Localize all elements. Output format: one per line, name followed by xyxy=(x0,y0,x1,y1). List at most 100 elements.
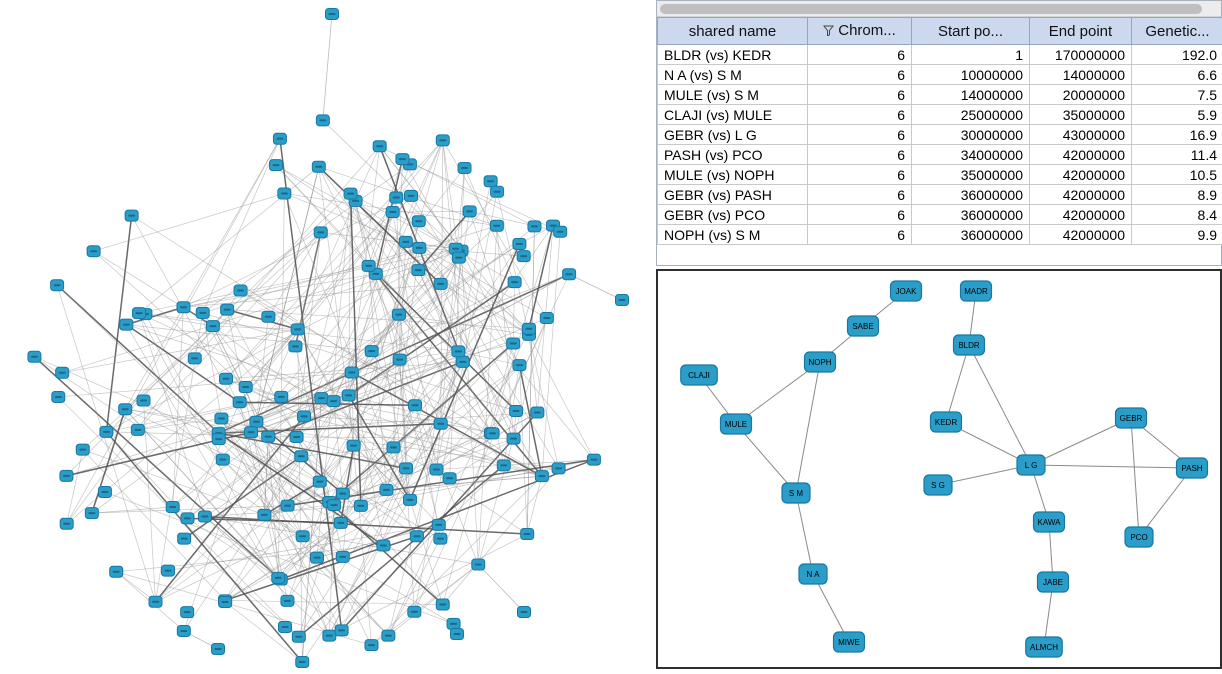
network-node-sabe[interactable]: SABE xyxy=(848,316,879,336)
network-node[interactable] xyxy=(443,473,456,484)
network-node[interactable] xyxy=(212,434,225,445)
network-node[interactable] xyxy=(296,531,309,542)
network-node[interactable] xyxy=(518,607,531,618)
network-node[interactable] xyxy=(149,596,162,607)
network-node[interactable] xyxy=(312,161,325,172)
network-node[interactable] xyxy=(517,251,530,262)
network-node[interactable] xyxy=(270,160,283,171)
network-node[interactable] xyxy=(328,500,341,511)
network-node[interactable] xyxy=(245,427,258,438)
network-node[interactable] xyxy=(486,428,499,439)
network-node[interactable] xyxy=(403,494,416,505)
network-node-madr[interactable]: MADR xyxy=(961,281,992,301)
network-node[interactable] xyxy=(365,346,378,357)
network-node[interactable] xyxy=(216,454,229,465)
network-node[interactable] xyxy=(463,206,476,217)
network-node[interactable] xyxy=(52,391,65,402)
network-node[interactable] xyxy=(386,207,399,218)
network-node[interactable] xyxy=(410,531,423,542)
network-node[interactable] xyxy=(345,367,358,378)
network-node[interactable] xyxy=(387,442,400,453)
network-node-miwe[interactable]: MIWE xyxy=(834,632,865,652)
network-node[interactable] xyxy=(215,413,228,424)
network-node[interactable] xyxy=(522,323,535,334)
network-node[interactable] xyxy=(408,606,421,617)
network-node[interactable] xyxy=(272,572,285,583)
network-node-noph[interactable]: NOPH xyxy=(805,352,836,372)
network-node[interactable] xyxy=(354,500,367,511)
network-node[interactable] xyxy=(219,596,232,607)
network-node[interactable] xyxy=(513,239,526,250)
network-node[interactable] xyxy=(451,629,464,640)
network-node[interactable] xyxy=(295,451,308,462)
network-node[interactable] xyxy=(396,154,409,165)
network-node[interactable] xyxy=(616,295,629,306)
network-node[interactable] xyxy=(432,519,445,530)
network-node[interactable] xyxy=(508,277,521,288)
network-node-gebr[interactable]: GEBR xyxy=(1116,408,1147,428)
network-node[interactable] xyxy=(587,454,600,465)
network-node[interactable] xyxy=(60,470,73,481)
network-node[interactable] xyxy=(76,444,89,455)
network-node[interactable] xyxy=(513,360,526,371)
network-node[interactable] xyxy=(540,313,553,324)
network-node[interactable] xyxy=(452,346,465,357)
network-node-n-a[interactable]: N A xyxy=(799,564,827,584)
network-node[interactable] xyxy=(336,488,349,499)
network-node[interactable] xyxy=(472,559,485,570)
network-node-l-g[interactable]: L G xyxy=(1017,455,1045,475)
network-node[interactable] xyxy=(110,566,123,577)
network-node[interactable] xyxy=(342,390,355,401)
network-node[interactable] xyxy=(206,321,219,332)
network-node[interactable] xyxy=(430,464,443,475)
network-node[interactable] xyxy=(262,311,275,322)
network-node[interactable] xyxy=(535,471,548,482)
network-node-s-m[interactable]: S M xyxy=(782,483,810,503)
network-node[interactable] xyxy=(531,407,544,418)
network-node[interactable] xyxy=(221,304,234,315)
network-node[interactable] xyxy=(296,656,309,667)
column-header-2[interactable]: Start po... xyxy=(912,18,1030,45)
network-node[interactable] xyxy=(336,551,349,562)
network-node[interactable] xyxy=(563,269,576,280)
network-node[interactable] xyxy=(458,162,471,173)
network-node[interactable] xyxy=(60,518,73,529)
network-node-kedr[interactable]: KEDR xyxy=(931,412,962,432)
network-node[interactable] xyxy=(258,509,271,520)
network-node-jabe[interactable]: JABE xyxy=(1038,572,1069,592)
network-node[interactable] xyxy=(434,533,447,544)
network-node[interactable] xyxy=(289,341,302,352)
network-node[interactable] xyxy=(278,188,291,199)
network-node[interactable] xyxy=(434,278,447,289)
network-node-pco[interactable]: PCO xyxy=(1125,527,1153,547)
network-node[interactable] xyxy=(392,309,405,320)
network-node[interactable] xyxy=(335,625,348,636)
network-node[interactable] xyxy=(497,460,510,471)
network-node-mule[interactable]: MULE xyxy=(721,414,752,434)
network-node-claji[interactable]: CLAJI xyxy=(681,365,718,385)
network-node[interactable] xyxy=(316,115,329,126)
network-node[interactable] xyxy=(313,476,326,487)
network-node[interactable] xyxy=(233,397,246,408)
network-node[interactable] xyxy=(137,395,150,406)
network-node[interactable] xyxy=(554,226,567,237)
network-node[interactable] xyxy=(177,302,190,313)
network-node[interactable] xyxy=(404,190,417,201)
network-node[interactable] xyxy=(28,351,41,362)
network-node[interactable] xyxy=(412,265,425,276)
network-node[interactable] xyxy=(275,391,288,402)
network-node[interactable] xyxy=(399,236,412,247)
network-node[interactable] xyxy=(220,373,233,384)
network-node[interactable] xyxy=(119,404,132,415)
network-node[interactable] xyxy=(234,285,247,296)
network-node[interactable] xyxy=(507,433,520,444)
network-node[interactable] xyxy=(434,418,447,429)
network-node[interactable] xyxy=(452,252,465,263)
network-node[interactable] xyxy=(521,529,534,540)
network-node[interactable] xyxy=(125,210,138,221)
